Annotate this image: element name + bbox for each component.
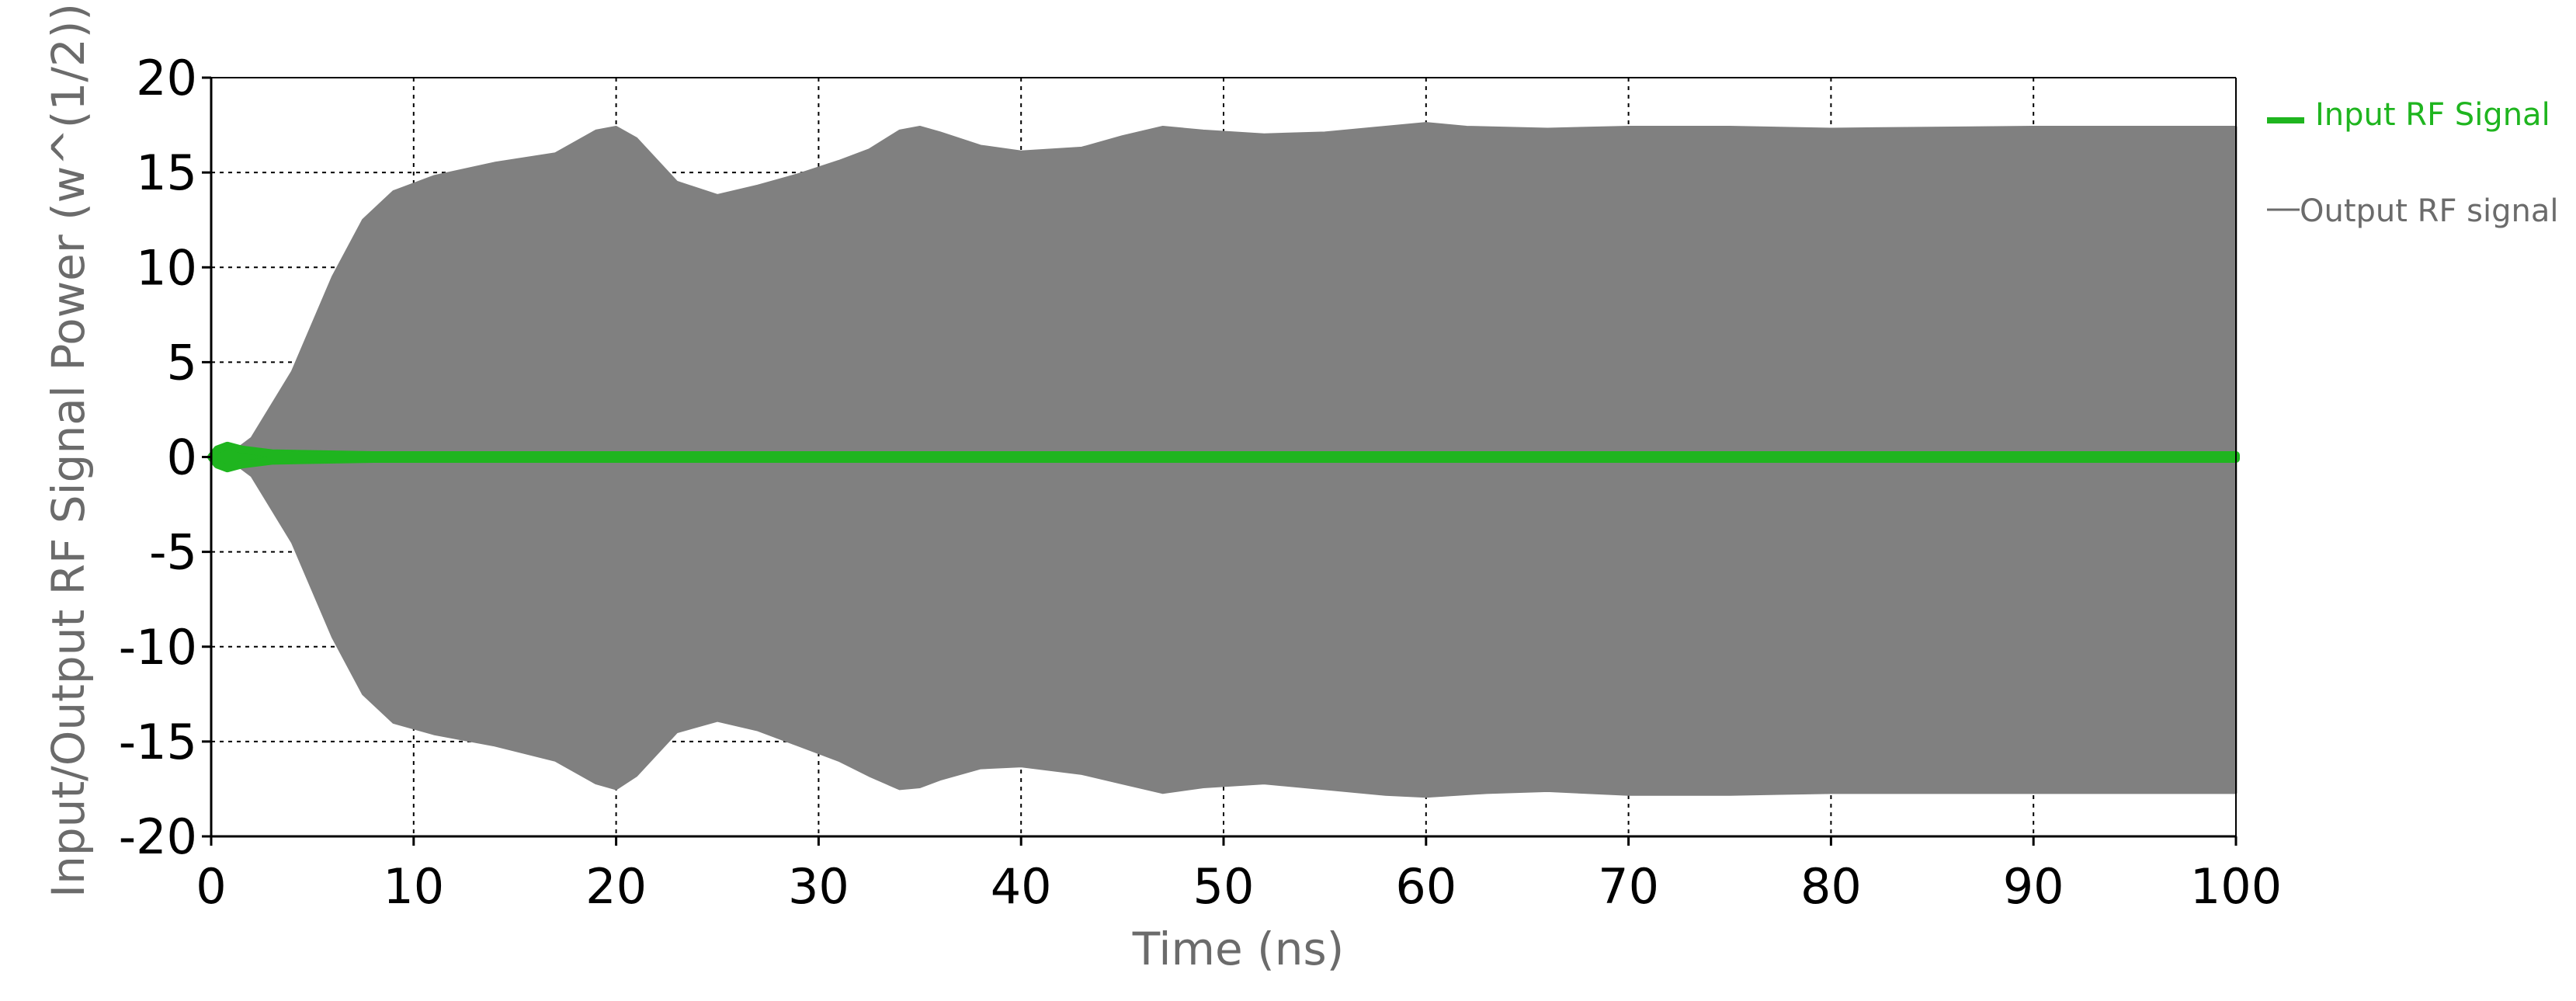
x-tick-label: 90 — [2003, 858, 2064, 915]
y-tick-label: -15 — [119, 714, 197, 770]
x-tick-label: 50 — [1193, 858, 1255, 915]
x-tick-label: 30 — [788, 858, 849, 915]
x-tick-label: 10 — [383, 858, 444, 915]
x-tick-label: 80 — [1800, 858, 1862, 915]
x-tick-label: 70 — [1598, 858, 1659, 915]
y-tick-label: -10 — [119, 619, 197, 676]
x-tick-label: 0 — [196, 858, 226, 915]
y-tick-labels: -20 -15 -10 -5 0 5 10 15 20 — [119, 50, 197, 865]
x-tick-label: 20 — [585, 858, 647, 915]
legend: Input RF Signal Output RF signal — [2267, 97, 2559, 229]
x-tick-label: 40 — [991, 858, 1052, 915]
legend-label-input-rf-signal: Input RF Signal — [2315, 97, 2550, 133]
series-layer — [207, 122, 2240, 798]
x-tick-label: 100 — [2190, 858, 2282, 915]
y-tick-label: -20 — [119, 808, 197, 865]
y-tick-label: -5 — [149, 524, 197, 581]
x-tick-labels: 0 10 20 30 40 50 60 70 80 90 100 — [196, 858, 2282, 915]
y-tick-label: 0 — [167, 429, 197, 486]
y-tick-label: 5 — [167, 334, 197, 391]
axes — [202, 76, 2238, 846]
x-axis-label: Time (ns) — [1132, 923, 1345, 975]
y-tick-label: 10 — [136, 239, 197, 296]
y-tick-label: 15 — [136, 144, 197, 201]
y-axis-label: Input/Output RF Signal Power (w^(1/2)) — [42, 3, 95, 898]
legend-label-output-rf-signal: Output RF signal — [2300, 193, 2559, 229]
x-tick-label: 60 — [1395, 858, 1456, 915]
y-tick-label: 20 — [136, 50, 197, 106]
